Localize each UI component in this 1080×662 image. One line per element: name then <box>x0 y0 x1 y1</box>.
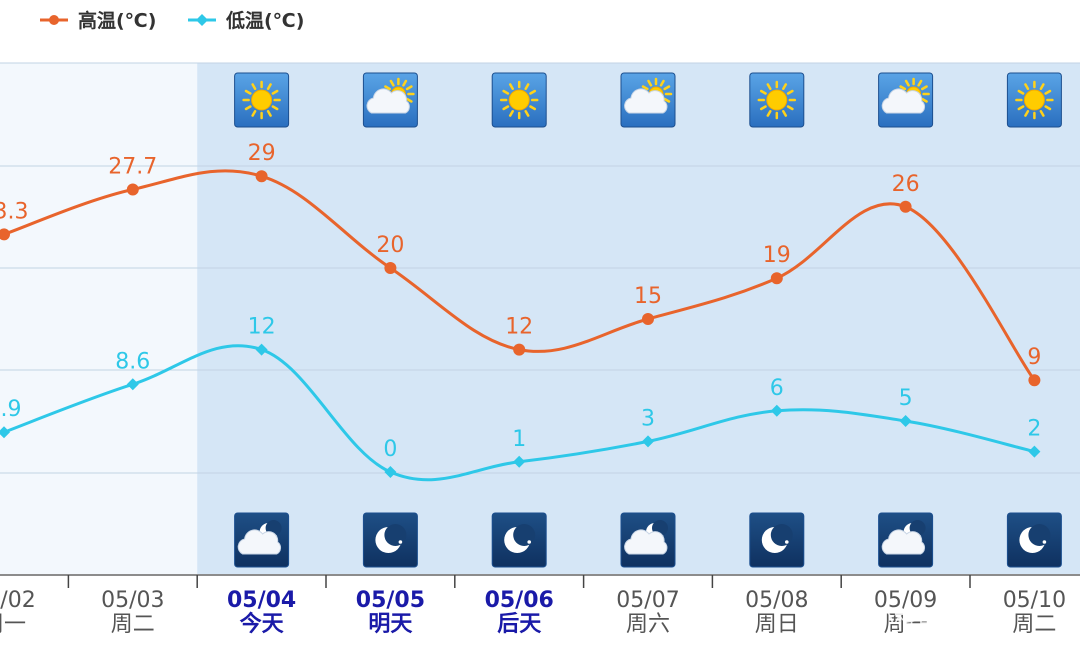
night-cloudy-night-icon <box>234 512 290 568</box>
high-temp-label: 19 <box>763 243 791 268</box>
high-temp-point[interactable] <box>384 262 397 274</box>
tick-label-weekday: 周一 <box>0 612 26 637</box>
series-high: 23.3 27.7 29 20 12 15 19 26 9 <box>0 141 1041 387</box>
low-temp-label: 0 <box>383 437 397 462</box>
tick-label-date: 05/09 <box>874 588 937 613</box>
low-temp-point[interactable] <box>384 466 397 478</box>
low-temp-label: 8.6 <box>115 349 150 374</box>
low-temp-label: 2 <box>1027 417 1041 442</box>
tick-label-weekday: 明天 <box>368 612 413 637</box>
tick-label-weekday: 今天 <box>240 611 285 637</box>
night-cloudy-night-icon <box>620 512 676 568</box>
legend-high-label: 高温(℃) <box>78 9 156 32</box>
low-temp-point[interactable] <box>126 378 139 391</box>
plot-background <box>0 63 1080 574</box>
low-temp-point[interactable] <box>0 426 10 439</box>
low-temp-label: 1 <box>512 427 526 452</box>
high-temp-label: 27.7 <box>108 154 157 179</box>
low-temp-label: 3.9 <box>0 397 22 422</box>
legend-high-marker <box>49 15 59 25</box>
day-sun-icon <box>1006 72 1062 128</box>
high-temp-label: 26 <box>892 172 920 197</box>
high-temp-point[interactable] <box>513 343 526 356</box>
series-low-line <box>3 344 1035 482</box>
tick-label-weekday: 后天 <box>497 612 542 637</box>
high-temp-point[interactable] <box>642 313 654 325</box>
tick-label-date: 05/10 <box>1003 588 1066 613</box>
tick-label-date: 05/06 <box>485 588 554 613</box>
low-temp-label: 12 <box>248 315 276 340</box>
low-temp-point[interactable] <box>255 343 268 356</box>
low-temp-point[interactable] <box>513 455 526 468</box>
high-temp-label: 20 <box>376 233 404 258</box>
tick-label-weekday: 周日 <box>755 612 799 637</box>
low-temp-label: 6 <box>770 376 784 401</box>
forecast-background <box>197 63 1080 574</box>
night-moon-icon <box>362 512 418 568</box>
tick-label-date: 05/02 <box>0 588 36 613</box>
tick-label-date: 05/03 <box>101 588 164 613</box>
legend-low-marker <box>196 14 208 26</box>
high-temp-point[interactable] <box>255 170 268 183</box>
high-temp-point[interactable] <box>899 200 912 213</box>
tick-label-weekday: 周一 <box>884 612 928 637</box>
high-temp-label: 23.3 <box>0 199 28 224</box>
tick-label-weekday: 周二 <box>111 612 155 637</box>
high-temp-label: 15 <box>634 284 662 309</box>
high-temp-label: 29 <box>248 141 276 166</box>
high-temp-label: 9 <box>1027 345 1041 370</box>
legend-item-low[interactable]: 低温(℃) <box>188 9 304 32</box>
gridlines <box>0 62 1080 474</box>
tick-label-date: 05/07 <box>616 588 679 613</box>
tick-label-weekday: 周六 <box>626 612 670 637</box>
high-temp-point[interactable] <box>126 183 139 196</box>
high-temp-label: 12 <box>505 315 533 340</box>
low-temp-point[interactable] <box>1028 445 1041 458</box>
series: 23.3 27.7 29 20 12 15 19 26 9 3.9 8.6 12 0 1 3 6 5 2 <box>0 141 1041 482</box>
high-temp-point[interactable] <box>1028 374 1041 387</box>
past-days-background <box>0 63 198 574</box>
legend: 高温(℃) 低温(℃) <box>40 9 304 32</box>
day-partly-cloudy-icon <box>362 72 418 128</box>
high-temp-point[interactable] <box>770 272 783 285</box>
series-high-line <box>3 169 1036 382</box>
night-moon-icon <box>749 512 805 568</box>
tick-label-weekday: 周二 <box>1012 612 1056 637</box>
x-axis: 05/02周一05/03周二05/04今天05/05明天05/06后天05/07… <box>0 574 1080 637</box>
day-partly-cloudy-icon <box>620 72 676 128</box>
tick-label-date: 05/08 <box>745 588 808 613</box>
day-partly-cloudy-icon <box>878 72 934 128</box>
night-moon-icon <box>1006 512 1062 568</box>
day-sun-icon <box>749 72 805 128</box>
series-low: 3.9 8.6 12 0 1 3 6 5 2 <box>0 315 1041 482</box>
day-sun-icon <box>234 72 290 128</box>
watermark-text: 小科普Room <box>872 607 1001 632</box>
low-temp-label: 3 <box>641 406 655 431</box>
high-temp-point[interactable] <box>0 228 10 241</box>
low-temp-point[interactable] <box>642 435 654 448</box>
day-sun-icon <box>491 72 547 128</box>
weather-icons <box>234 72 1062 568</box>
night-cloudy-night-icon <box>878 512 934 568</box>
low-temp-point[interactable] <box>770 404 783 417</box>
night-moon-icon <box>491 512 547 568</box>
legend-item-high[interactable]: 高温(℃) <box>40 9 156 32</box>
tick-label-date: 05/04 <box>227 588 296 613</box>
low-temp-label: 5 <box>899 386 913 411</box>
low-temp-point[interactable] <box>899 415 912 427</box>
tick-label-date: 05/05 <box>356 588 425 613</box>
legend-low-label: 低温(℃) <box>225 9 304 32</box>
